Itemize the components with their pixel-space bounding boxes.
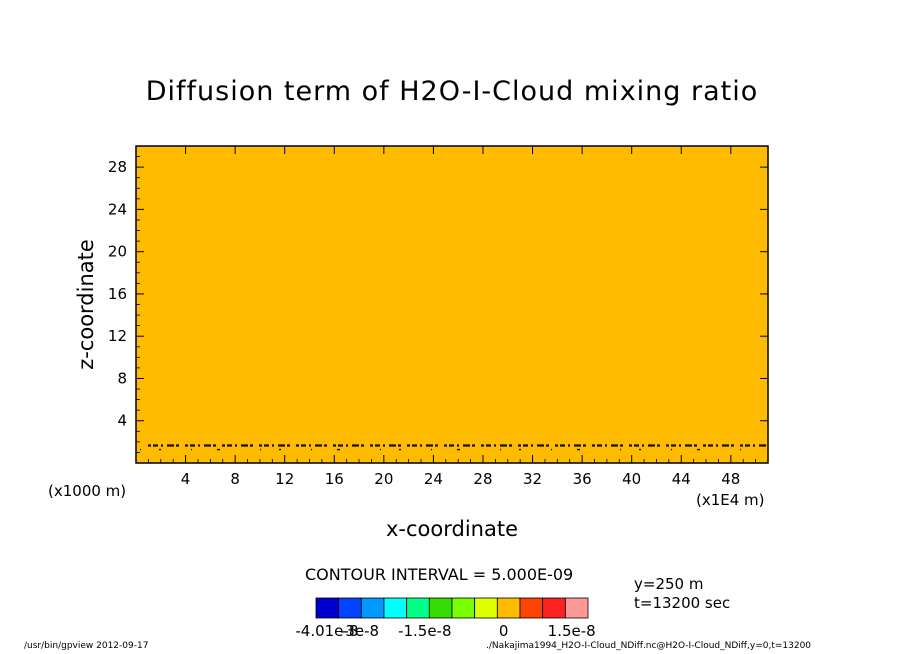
y-tick-label: 16 [108,285,127,303]
colorbar-label: 1.5e-8 [548,622,596,640]
x-unit-note: (x1E4 m) [696,491,765,509]
footer-file-path: ./Nakajima1994_H2O-I-Cloud_NDiff.nc@H2O-… [486,641,812,651]
time-label: t=13200 sec [634,594,731,612]
x-tick-label: 44 [672,470,691,488]
heatmap-fill [136,146,768,463]
x-tick-label: 40 [622,470,641,488]
colorbar-swatch [496,597,521,619]
chart-title: Diffusion term of H2O-I-Cloud mixing rat… [145,76,759,107]
colorbar-swatch [383,597,408,619]
x-tick-label: 48 [721,470,740,488]
x-axis-title: x-coordinate [386,517,518,541]
x-tick-label: 24 [424,470,443,488]
y-tick-label: 4 [117,412,127,430]
x-tick-label: 12 [275,470,294,488]
colorbar-swatch [519,597,544,619]
colorbar-swatch [451,597,476,619]
colorbar-swatch [542,597,566,619]
x-tick-label: 4 [181,470,191,488]
colorbar-swatch [338,597,362,619]
x-tick-label: 8 [230,470,240,488]
x-tick-label: 36 [573,470,592,488]
x-tick-label: 20 [374,470,393,488]
colorbar-swatch [564,597,589,619]
colorbar-label: -3e-8 [340,622,379,640]
colorbar-label: -1.5e-8 [398,622,451,640]
y-tick-label: 20 [108,243,127,261]
colorbar-swatch [428,597,453,619]
footer-program-date: /usr/bin/gpview 2012-09-17 [24,641,149,651]
colorbar-swatch [315,597,340,619]
x-tick-label: 28 [473,470,492,488]
x-tick-label: 16 [325,470,344,488]
y-position-label: y=250 m [634,575,704,593]
colorbar-label: 0 [499,622,509,640]
y-tick-label: 12 [108,327,127,345]
x-scale-note: (x1000 m) [48,482,127,500]
y-tick-label: 8 [117,369,127,387]
colorbar-swatch [360,597,385,619]
y-axis-title: z-coordinate [74,239,98,370]
colorbar-label: -4.01e-8 [295,622,358,640]
y-tick-label: 28 [108,158,127,176]
colorbar-swatch [406,597,430,619]
y-tick-label: 24 [108,200,127,218]
x-tick-label: 32 [523,470,542,488]
colorbar-swatch [474,597,498,619]
contour-interval-label: CONTOUR INTERVAL = 5.000E-09 [305,565,574,584]
